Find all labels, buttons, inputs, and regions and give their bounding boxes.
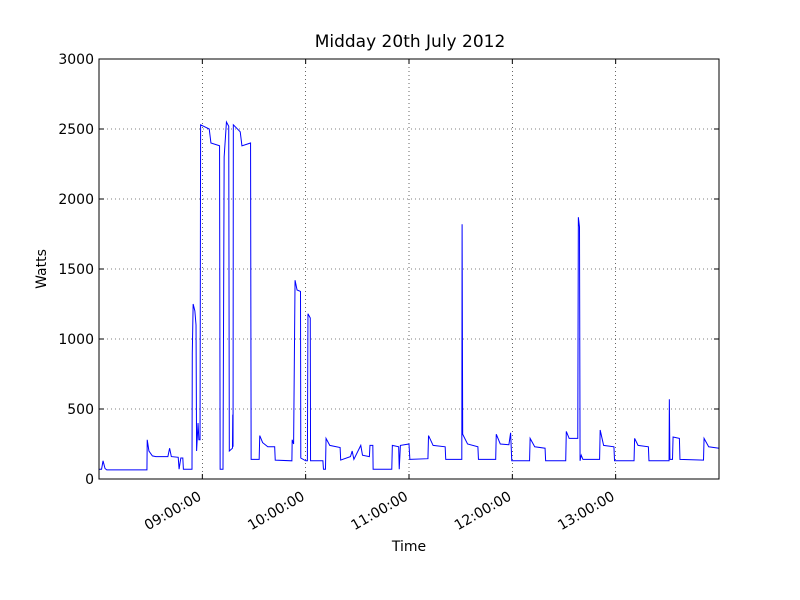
y-axis-label: Watts <box>34 249 50 289</box>
x-axis-label: Time <box>391 539 426 555</box>
y-tick-label: 0 <box>85 472 94 488</box>
chart-title: Midday 20th July 2012 <box>315 32 506 52</box>
data-line <box>99 120 720 471</box>
y-tick-label: 1500 <box>58 262 94 278</box>
y-tick-label: 1000 <box>58 332 94 348</box>
y-tick-label: 500 <box>67 402 94 418</box>
plot-frame <box>98 58 720 480</box>
y-tick-label: 2000 <box>58 192 94 208</box>
y-tick-label: 2500 <box>58 122 94 138</box>
y-tick-label: 3000 <box>58 52 94 68</box>
